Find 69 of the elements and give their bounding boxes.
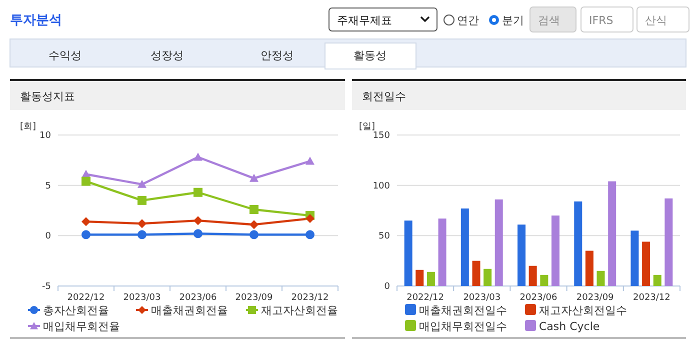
legend-label: 매출채권회전율 [151, 304, 228, 317]
bar [460, 208, 469, 286]
x-tick-label: 2022/12 [67, 293, 105, 303]
bar [528, 266, 537, 286]
point [306, 214, 314, 224]
point [250, 230, 258, 240]
y-axis-title: [회] [20, 122, 36, 132]
x-tick-label: 2023/06 [520, 293, 558, 303]
y-tick-label: 0 [384, 282, 390, 292]
bar [608, 181, 616, 286]
bar [664, 198, 673, 286]
x-tick-label: 2023/12 [633, 293, 670, 303]
legend-label: 재고자산회전일수 [539, 304, 627, 317]
point [250, 220, 258, 230]
y-tick-label: 50 [378, 232, 390, 242]
bar [426, 272, 435, 286]
bar [438, 218, 446, 286]
point [250, 174, 258, 182]
bar [596, 270, 605, 286]
point [194, 188, 202, 197]
x-tick-label: 2023/03 [463, 293, 501, 303]
y-axis-title: [일] [359, 122, 376, 132]
point [194, 229, 202, 238]
y-tick-label: -5 [42, 282, 51, 292]
point [82, 230, 90, 240]
bar [574, 201, 582, 286]
point [250, 204, 258, 214]
bar [472, 260, 480, 286]
x-tick-label: 2023/12 [291, 293, 329, 303]
point [82, 176, 90, 186]
bar [551, 216, 560, 286]
point [194, 216, 202, 226]
point [138, 180, 146, 188]
legend-label: 매입채무회전일수 [419, 320, 507, 333]
bar [494, 199, 503, 286]
bar [518, 224, 526, 286]
y-tick-label: 10 [40, 131, 52, 141]
bar [404, 220, 412, 286]
bar [642, 242, 650, 286]
bar [630, 230, 639, 286]
x-tick-label: 2023/06 [179, 293, 217, 303]
point [306, 230, 314, 240]
bar [484, 268, 492, 286]
bar [540, 274, 548, 286]
bar [416, 270, 424, 286]
chart-title: 회전일수 [362, 90, 406, 103]
point [138, 196, 146, 205]
point [138, 230, 146, 240]
x-tick-label: 2022/12 [406, 293, 444, 303]
x-tick-label: 2023/09 [235, 293, 273, 303]
y-tick-label: 100 [372, 181, 390, 192]
legend-label: 매입채무회전율 [43, 320, 120, 333]
y-tick-label: 150 [372, 131, 390, 141]
x-tick-label: 2023/09 [576, 293, 614, 303]
y-tick-label: 0 [45, 232, 52, 242]
legend-label: Cash Cycle [539, 320, 600, 333]
x-tick-label: 2023/03 [123, 293, 161, 303]
bar [585, 250, 594, 286]
legend-label: 총자산회전율 [43, 304, 109, 317]
point [82, 217, 90, 226]
y-tick-label: 5 [45, 181, 51, 192]
point [138, 219, 146, 228]
chart-title: 활동성지표 [20, 90, 75, 103]
point [306, 156, 314, 165]
legend-label: 매출채권회전일수 [419, 304, 507, 317]
legend-label: 재고자산회전율 [261, 304, 338, 317]
point [194, 152, 202, 161]
header: 투자분석 주재무제표 연간 분기 검색 IFRS 산식 수익성 성장성 안정성 활동성 [10, 6, 690, 70]
bar [653, 274, 662, 286]
